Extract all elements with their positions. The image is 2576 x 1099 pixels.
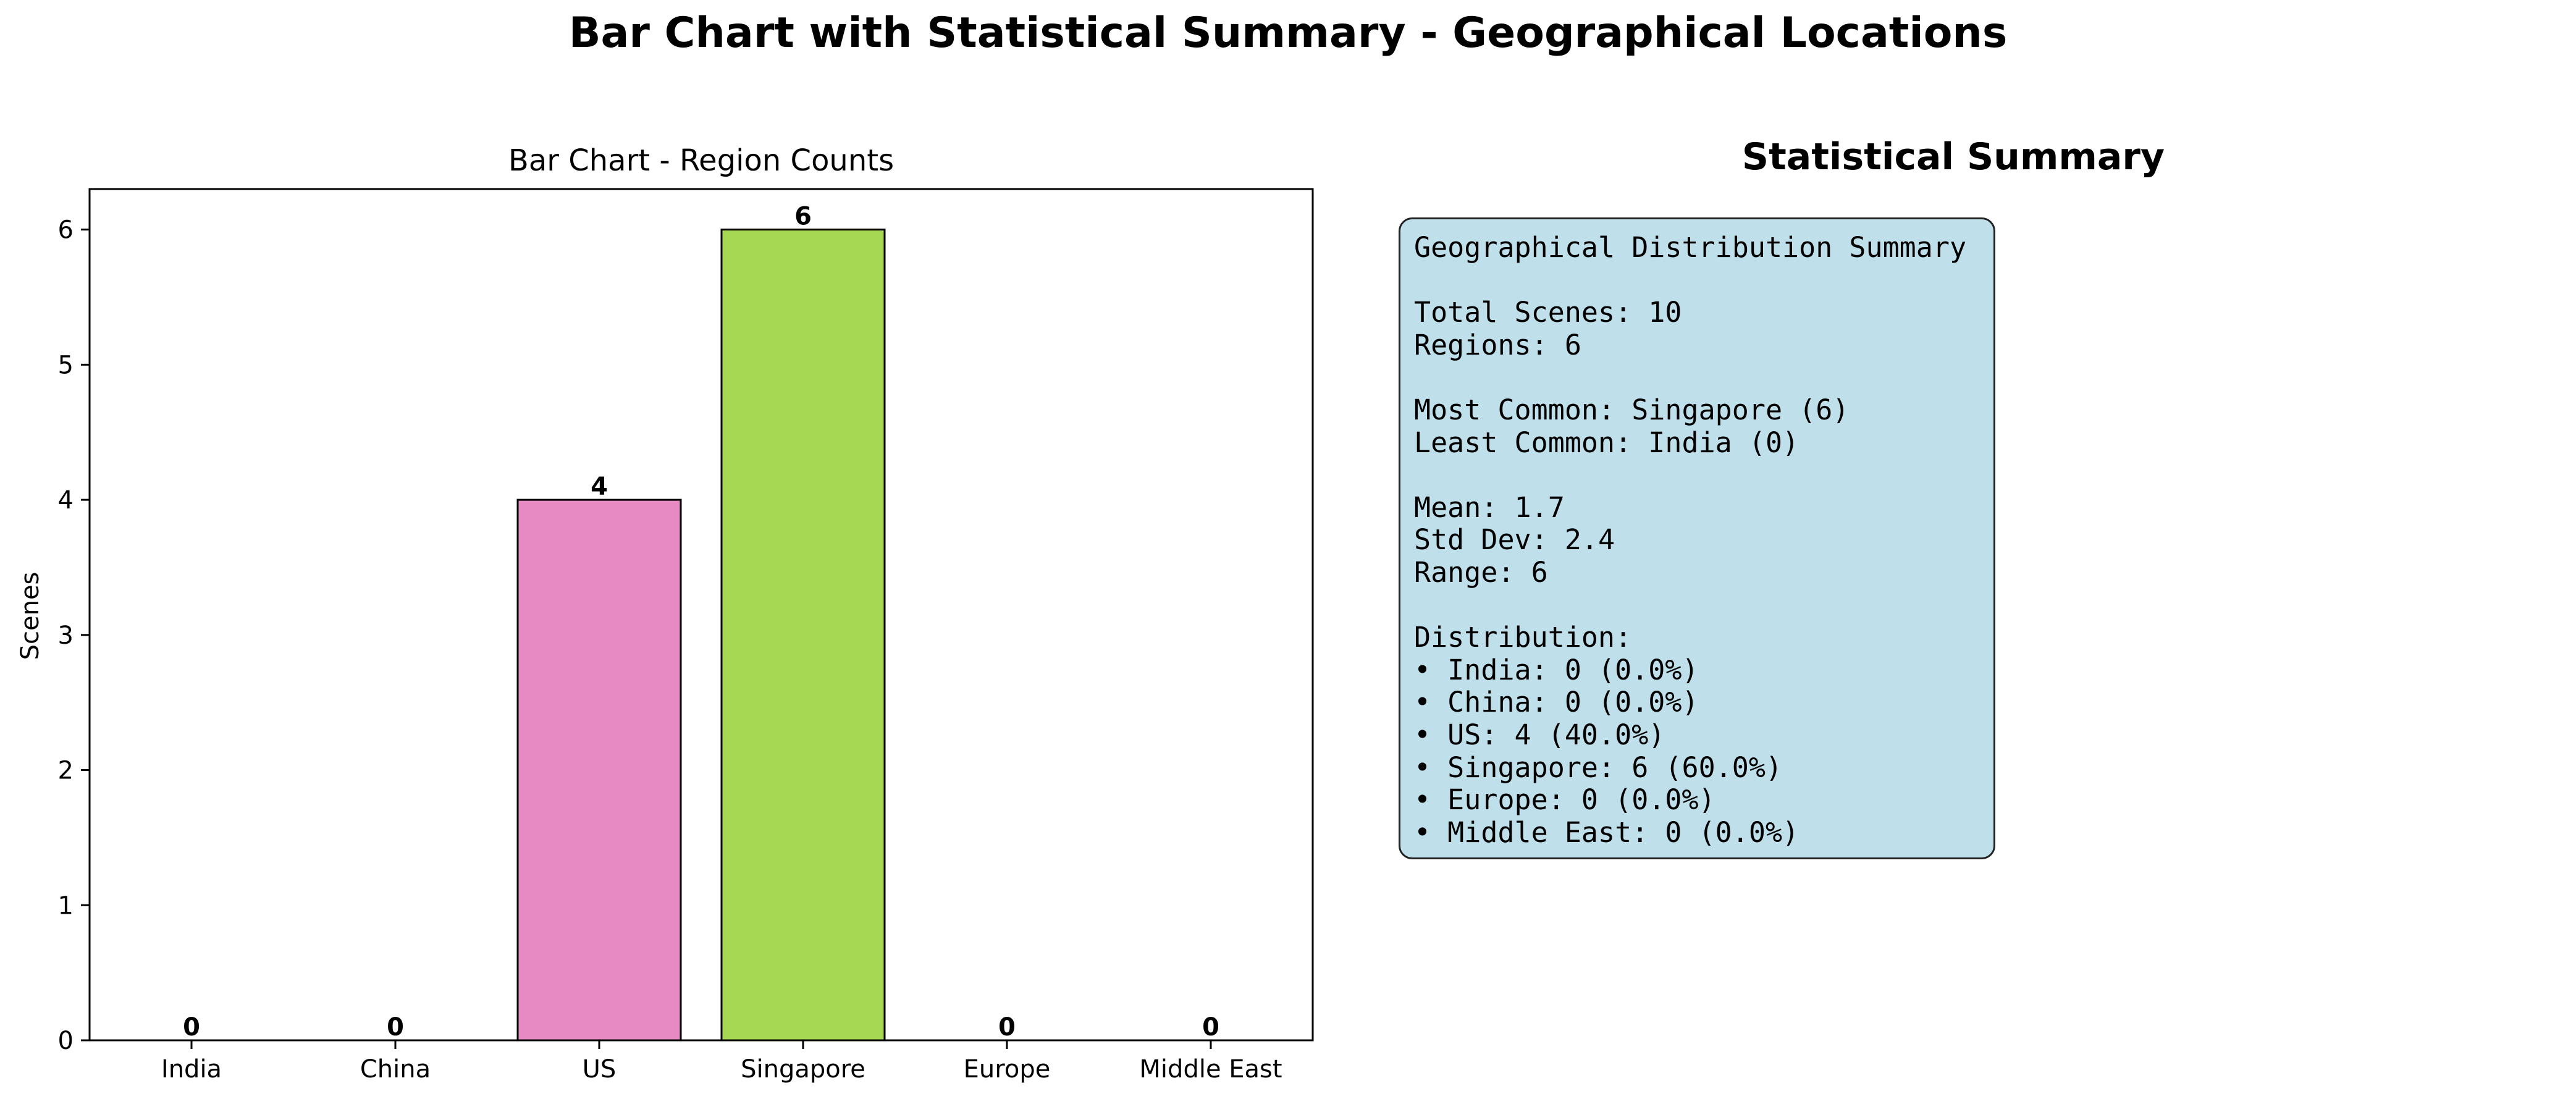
bar-data-label: 4	[591, 473, 608, 501]
summary-line: • China: 0 (0.0%)	[1414, 686, 1699, 719]
statistical-summary-box: Geographical Distribution Summary Total S…	[1399, 217, 1995, 859]
summary-line: Regions: 6	[1414, 328, 1581, 361]
chart-title: Bar Chart - Region Counts	[508, 143, 894, 178]
x-axis-ticks: India China US Singapore Europe Middle East	[161, 1040, 1282, 1084]
bar-us	[516, 499, 682, 1042]
summary-text: Geographical Distribution Summary Total S…	[1414, 231, 1993, 849]
y-tick-label: 1	[58, 891, 74, 920]
summary-heading: Statistical Summary	[1742, 135, 2165, 179]
summary-line: Range: 6	[1414, 555, 1548, 589]
summary-line	[1414, 361, 1993, 394]
y-tick-label: 4	[58, 486, 74, 515]
summary-line: Std Dev: 2.4	[1414, 523, 1615, 557]
summary-line	[1414, 589, 1993, 622]
y-tick-label: 5	[58, 351, 74, 379]
summary-line: • Singapore: 6 (60.0%)	[1414, 751, 1783, 784]
y-tick-label: 0	[58, 1027, 74, 1055]
summary-line: Geographical Distribution Summary	[1414, 231, 1967, 264]
figure-title: Bar Chart with Statistical Summary - Geo…	[569, 9, 2008, 57]
bar-chart: Bar Chart - Region Counts Scenes 0 1 2 3 4 5 6…	[16, 143, 1314, 1084]
x-tick-label: US	[583, 1055, 617, 1084]
summary-line	[1414, 264, 1993, 297]
summary-line: Total Scenes: 10	[1414, 296, 1682, 329]
summary-line: • US: 4 (40.0%)	[1414, 718, 1665, 751]
bars	[516, 229, 886, 1042]
summary-line: Distribution:	[1414, 621, 1632, 654]
x-tick-label: Singapore	[741, 1055, 865, 1084]
bar-data-labels: 0 0 4 6 0 0	[183, 203, 1219, 1042]
bar-data-label: 0	[387, 1013, 404, 1042]
bar-data-label: 0	[183, 1013, 200, 1042]
summary-line: • Middle East: 0 (0.0%)	[1414, 815, 1799, 849]
summary-line: • India: 0 (0.0%)	[1414, 653, 1699, 686]
bar-data-label: 0	[998, 1013, 1016, 1042]
x-tick-label: Europe	[964, 1055, 1051, 1084]
plot-frame	[88, 188, 1314, 1042]
x-tick-label: Middle East	[1139, 1055, 1282, 1084]
x-tick-label: India	[161, 1055, 222, 1084]
y-tick-label: 3	[58, 621, 74, 650]
summary-line: Least Common: India (0)	[1414, 426, 1799, 459]
y-axis-label: Scenes	[16, 572, 44, 660]
y-axis-ticks: 0 1 2 3 4 5 6	[58, 216, 90, 1055]
bar-singapore	[720, 229, 886, 1042]
summary-line: • Europe: 0 (0.0%)	[1414, 783, 1715, 817]
summary-line: Mean: 1.7	[1414, 491, 1565, 524]
summary-line: Most Common: Singapore (6)	[1414, 393, 1850, 426]
y-tick-label: 2	[58, 757, 74, 785]
bar-data-label: 0	[1202, 1013, 1219, 1042]
y-tick-label: 6	[58, 216, 74, 245]
bar-data-label: 6	[794, 203, 812, 231]
x-tick-label: China	[360, 1055, 431, 1084]
summary-line	[1414, 459, 1993, 492]
